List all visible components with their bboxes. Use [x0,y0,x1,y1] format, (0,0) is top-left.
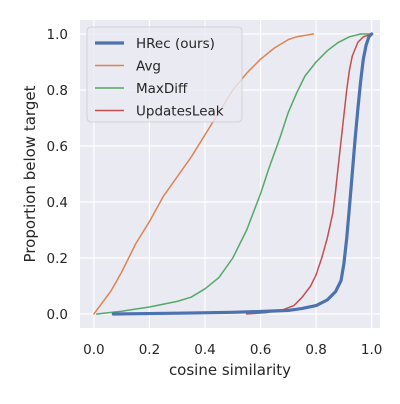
x-tick-label: 0.8 [305,342,326,358]
legend-label: MaxDiff [136,81,188,97]
y-tick-label: 1.0 [47,27,68,43]
y-tick-label: 0.2 [47,251,68,267]
series-line-updatesleak [245,33,373,315]
legend-box [86,26,243,123]
series-lines [93,32,374,316]
series-line-hrec-ours [111,32,374,316]
legend-label: HRec (ours) [136,36,215,52]
x-tick-label: 1.0 [361,342,382,358]
x-tick-labels: 0.0 0.2 0.4 0.6 0.8 1.0 [83,342,382,358]
y-tick-label: 0.4 [47,195,68,211]
x-tick-label: 0.4 [194,342,215,358]
y-tick-label: 0.0 [47,307,68,323]
x-tick-label: 0.6 [250,342,271,358]
legend-label: Avg [136,59,161,75]
x-axis-label: cosine similarity [169,361,291,379]
series-line-avg [93,33,315,315]
legend: HRec (ours) Avg MaxDiff UpdatesLeak [86,26,243,123]
series-line-maxdiff [95,33,373,315]
y-tick-label: 0.8 [47,83,68,99]
x-tick-label: 0.0 [83,342,104,358]
y-tick-labels: 0.0 0.2 0.4 0.6 0.8 1.0 [47,27,68,323]
y-tick-label: 0.6 [47,139,68,155]
x-tick-label: 0.2 [139,342,160,358]
y-axis-label: Proportion below target [21,85,39,262]
legend-label: UpdatesLeak [136,104,224,120]
